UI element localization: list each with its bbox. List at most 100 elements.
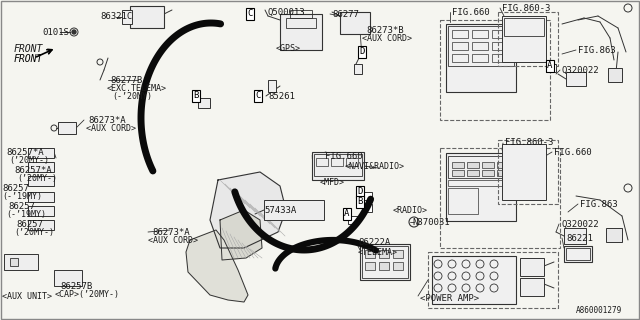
Text: <GPS>: <GPS> [276,44,301,53]
Text: 86321C: 86321C [100,12,132,21]
Text: (’20MY-): (’20MY-) [9,156,49,165]
Bar [498,140,558,204]
Text: FIG.863: FIG.863 [578,46,616,55]
Bar [452,170,464,176]
Bar [492,54,508,62]
Bar [448,26,514,66]
Circle shape [72,30,76,34]
Text: 0101S: 0101S [42,28,69,37]
Bar [130,6,164,28]
Bar [331,158,343,166]
Bar [492,42,508,50]
Text: A: A [344,210,349,219]
Bar [362,246,408,278]
Text: <MFD>: <MFD> [320,178,345,187]
Bar [472,42,488,50]
Text: (’20MY-): (’20MY-) [17,174,57,183]
Bar [498,12,558,66]
Text: <RADIO>: <RADIO> [393,206,428,215]
Text: FIG.863: FIG.863 [580,200,618,209]
Bar [268,80,276,92]
Text: Q320022: Q320022 [562,66,600,75]
Bar [482,170,494,176]
Bar [452,30,468,38]
Text: <POWER AMP>: <POWER AMP> [420,294,479,303]
Polygon shape [220,210,262,260]
Text: 86257*A: 86257*A [6,148,44,157]
Text: <CAP>(’20MY-): <CAP>(’20MY-) [55,290,120,299]
Bar [312,152,364,180]
Bar [314,154,362,176]
Text: Q320022: Q320022 [561,220,598,229]
Bar [566,248,590,260]
Bar [502,144,546,200]
Text: <TELEMA>: <TELEMA> [358,248,398,257]
Text: FIG.660: FIG.660 [325,152,363,161]
Bar [606,228,622,242]
Text: B: B [357,197,363,206]
Text: 86273*B: 86273*B [366,26,404,35]
Bar [379,250,389,258]
Text: 86257: 86257 [16,220,43,229]
Bar [28,176,54,186]
Bar [446,24,516,92]
Bar [360,244,410,280]
Text: 86257B: 86257B [60,282,92,291]
Bar [566,72,586,86]
Bar [362,204,372,212]
Text: B: B [193,92,198,100]
Text: D: D [357,188,363,196]
Bar [393,250,403,258]
Bar [432,256,516,304]
Bar [452,54,468,62]
Bar [448,188,478,214]
Bar [467,162,479,168]
Bar [290,10,312,18]
Text: 86257: 86257 [8,202,35,211]
Bar [28,206,54,216]
Text: C: C [247,10,253,19]
Bar [58,122,76,134]
Text: D: D [359,47,365,57]
Polygon shape [210,172,286,248]
Text: 86221: 86221 [566,234,593,243]
Bar [28,162,54,172]
Bar [520,258,544,276]
Bar [472,54,488,62]
Text: (-’19MY): (-’19MY) [6,210,46,219]
Bar [472,30,488,38]
Text: <AUX CORD>: <AUX CORD> [86,124,136,133]
Bar [198,98,210,108]
Bar [28,148,54,158]
Text: <AUX CORD>: <AUX CORD> [362,34,412,43]
Bar [348,216,358,224]
Text: <EXC.TELEMA>: <EXC.TELEMA> [107,84,167,93]
Bar [448,180,514,186]
Text: 86277B: 86277B [110,76,142,85]
Bar [428,252,558,308]
Text: N370031: N370031 [412,218,450,227]
Text: FIG.860-3: FIG.860-3 [505,138,554,147]
Text: A860001279: A860001279 [576,306,622,315]
Text: 86273*A: 86273*A [152,228,189,237]
Polygon shape [186,230,248,302]
Bar [122,10,132,24]
Bar [28,192,54,202]
Text: <AUX UNIT>: <AUX UNIT> [2,292,52,301]
Bar [467,170,479,176]
Bar [280,14,322,50]
Bar [286,18,316,28]
Bar [564,228,586,244]
Text: 86273*A: 86273*A [88,116,125,125]
Bar [564,246,592,262]
Text: Q500013: Q500013 [268,8,306,17]
Text: 86257*A: 86257*A [14,166,52,175]
Bar [452,162,464,168]
Bar [362,192,372,200]
Bar [4,254,38,270]
Bar [354,64,362,74]
Bar [316,158,328,166]
Bar [520,278,544,296]
Text: 86222A: 86222A [358,238,390,247]
Text: 85261: 85261 [268,92,295,101]
